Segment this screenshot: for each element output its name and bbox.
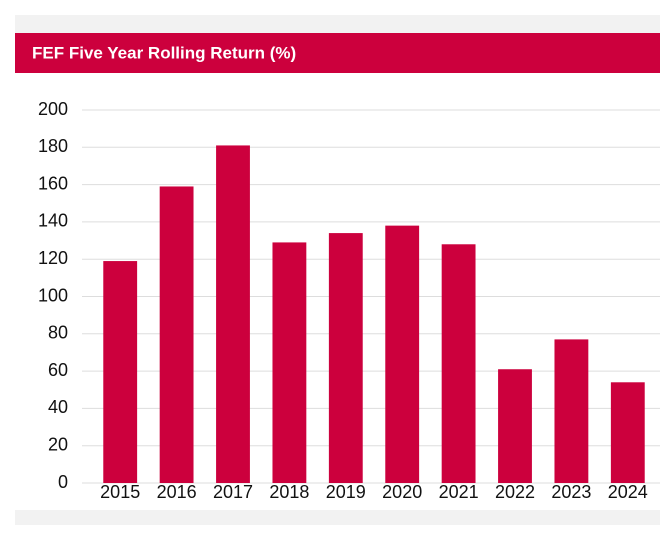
y-tick-label: 200: [38, 99, 68, 119]
x-tick-label: 2018: [269, 482, 309, 502]
bar: [385, 225, 420, 483]
x-tick-label: 2019: [326, 482, 366, 502]
y-tick-label: 140: [38, 211, 68, 231]
x-tick-label: 2015: [100, 482, 140, 502]
y-tick-label: 80: [48, 323, 68, 343]
x-tick-label: 2023: [551, 482, 591, 502]
chart-title: FEF Five Year Rolling Return (%): [32, 43, 296, 62]
bar: [272, 242, 307, 483]
x-tick-label: 2024: [608, 482, 648, 502]
bar: [554, 339, 589, 483]
x-tick-label: 2017: [213, 482, 253, 502]
bar: [441, 244, 476, 483]
bar: [159, 186, 194, 483]
x-tick-label: 2021: [439, 482, 479, 502]
y-tick-label: 40: [48, 397, 68, 417]
y-tick-label: 0: [58, 472, 68, 492]
title-banner: [15, 33, 660, 73]
bar: [328, 233, 363, 483]
x-tick-label: 2020: [382, 482, 422, 502]
bar: [216, 145, 250, 483]
bar: [103, 261, 138, 483]
bar: [498, 369, 532, 483]
y-tick-label: 180: [38, 136, 68, 156]
y-tick-label: 20: [48, 434, 68, 454]
x-tick-label: 2022: [495, 482, 535, 502]
y-tick-label: 60: [48, 360, 68, 380]
x-tick-label: 2016: [157, 482, 197, 502]
y-tick-label: 100: [38, 285, 68, 305]
y-tick-label: 160: [38, 173, 68, 193]
y-tick-label: 120: [38, 248, 68, 268]
bar: [610, 382, 645, 483]
